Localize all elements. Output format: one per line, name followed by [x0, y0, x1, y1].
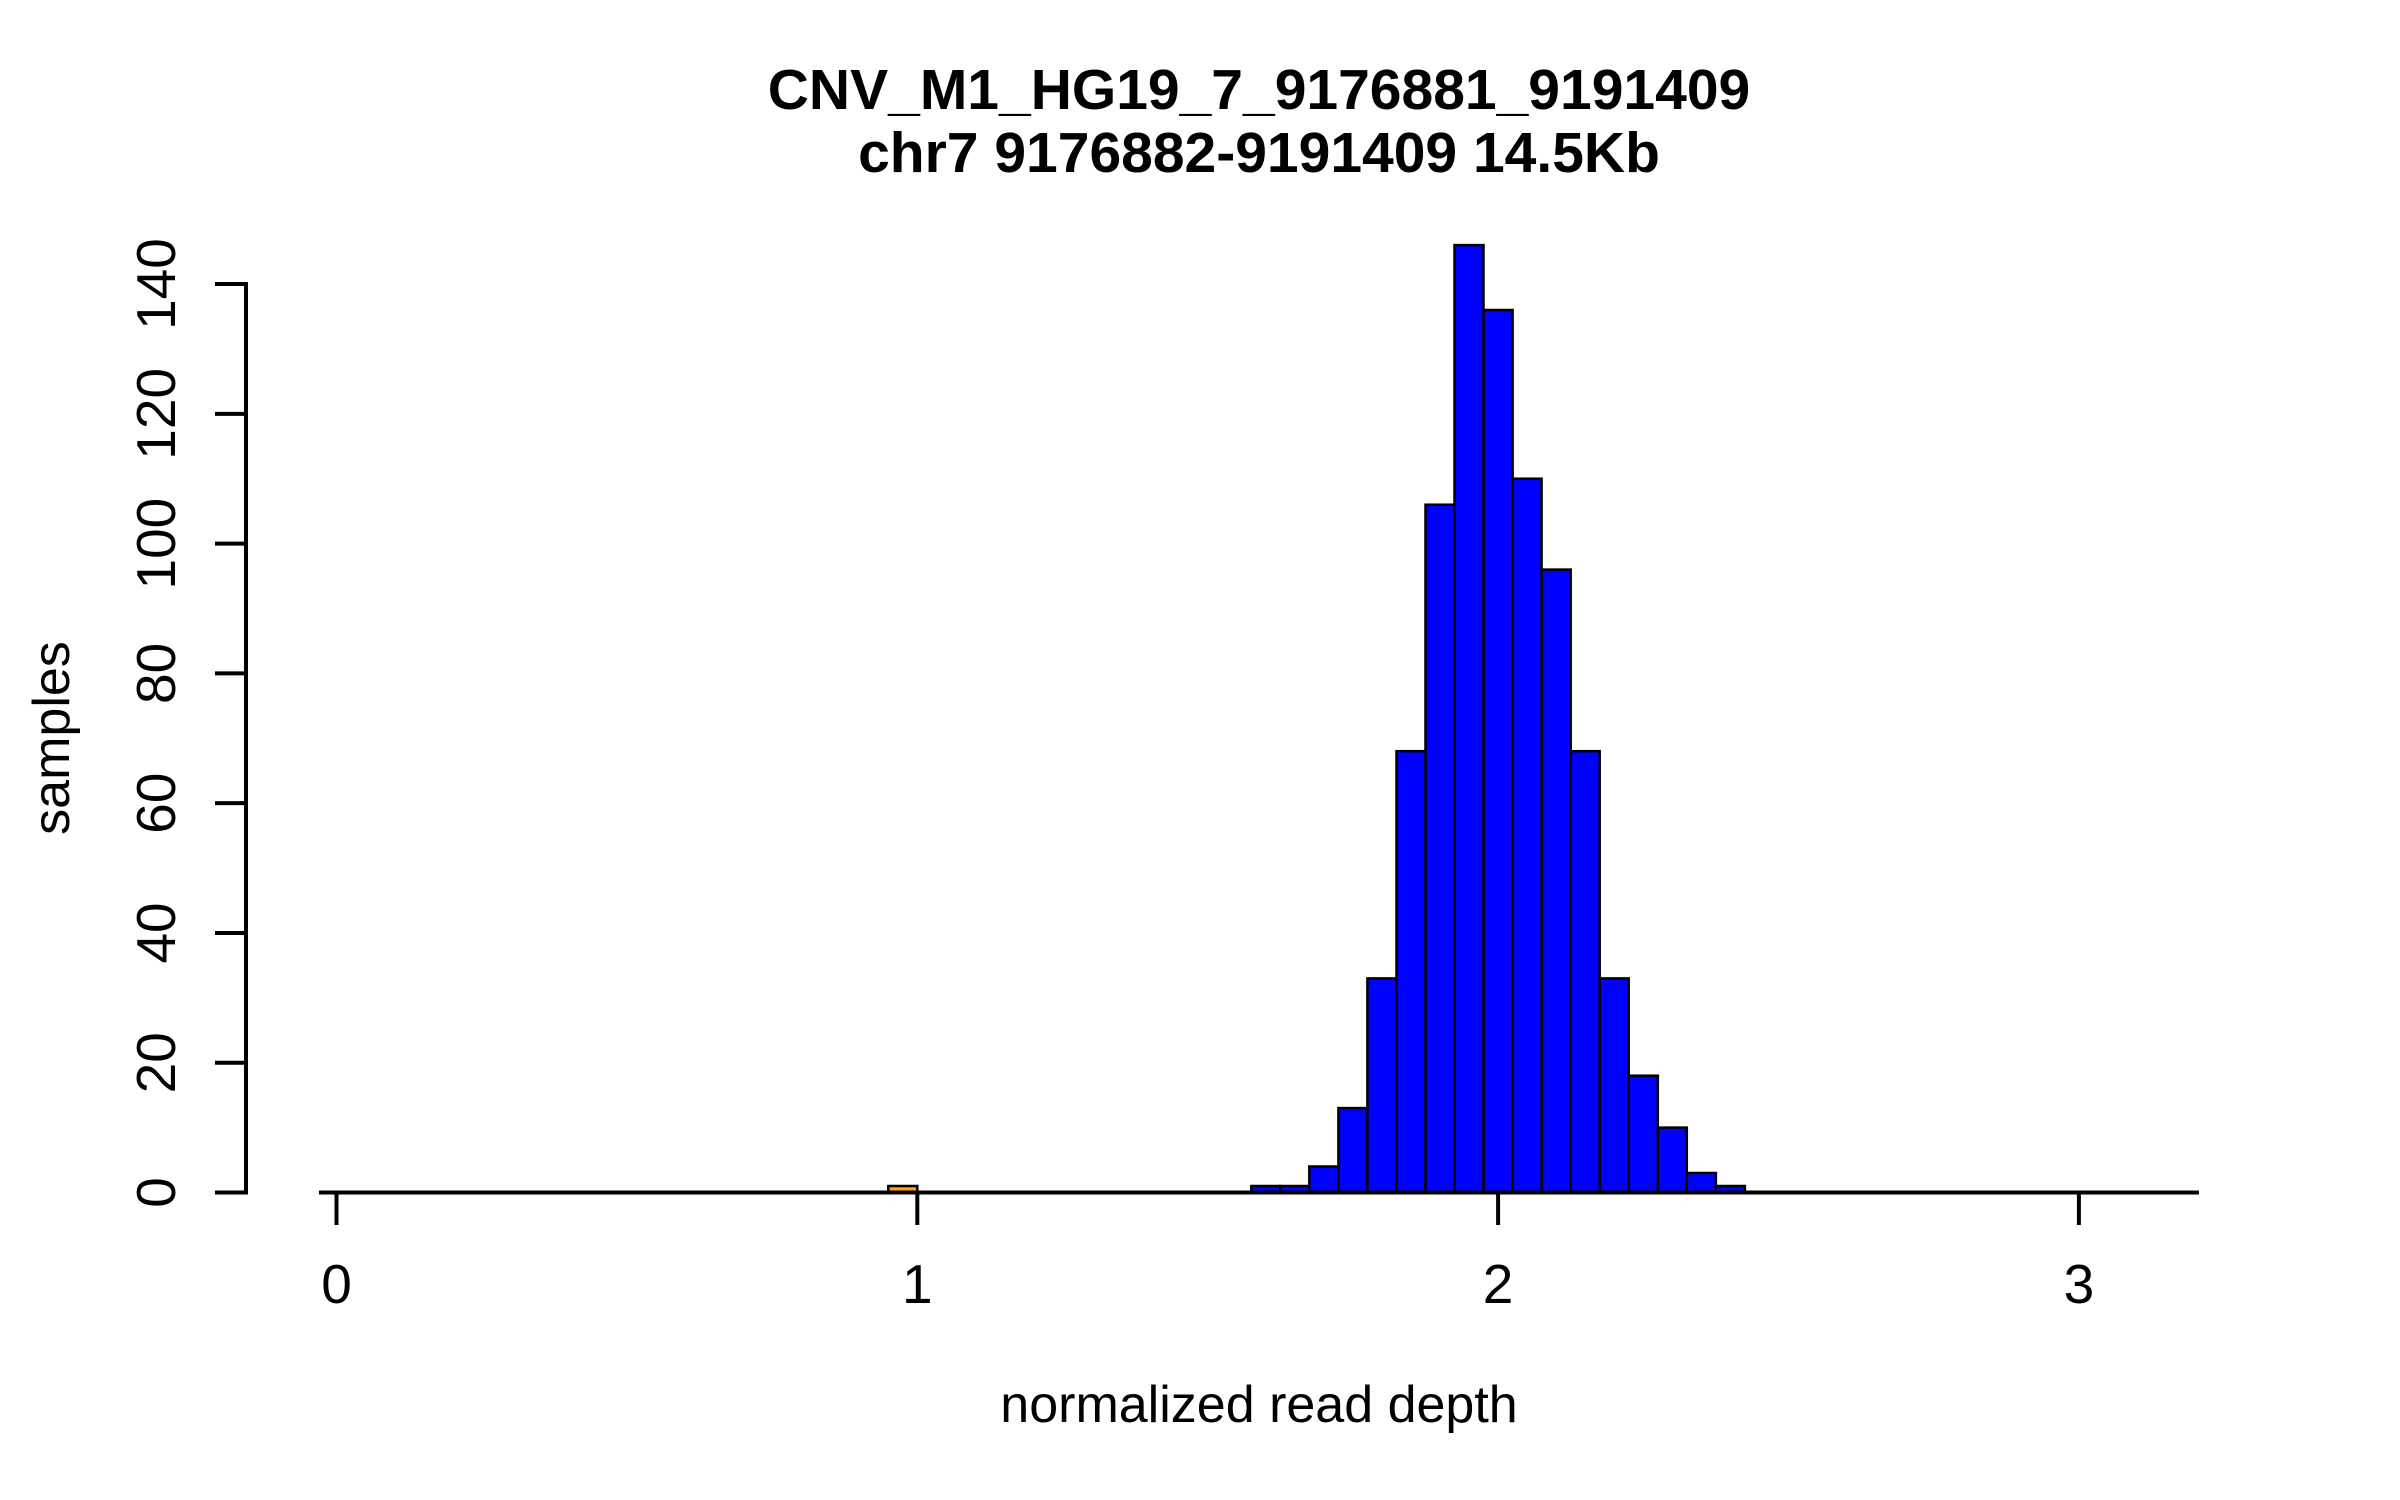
- chart-subtitle: chr7 9176882-9191409 14.5Kb: [858, 121, 1660, 185]
- histogram-bar: [1656, 1126, 1689, 1194]
- histogram-bar: [1482, 308, 1514, 1194]
- histogram-bar: [1308, 1165, 1340, 1194]
- histogram-bar: [1395, 749, 1427, 1194]
- y-tick-label: 0: [125, 1177, 187, 1208]
- x-tick-label: 0: [321, 1253, 352, 1315]
- histogram-bar: [1424, 503, 1456, 1194]
- histogram-bar: [1569, 749, 1601, 1194]
- y-tick-label: 140: [125, 238, 187, 330]
- histogram-bar: [1685, 1171, 1718, 1194]
- histogram-bar: [1627, 1074, 1660, 1194]
- y-axis-label: samples: [23, 641, 81, 835]
- y-tick-label: 40: [125, 902, 187, 963]
- x-tick-label: 1: [902, 1253, 933, 1315]
- x-axis-label: normalized read depth: [1000, 1376, 1518, 1434]
- histogram-bar: [1366, 977, 1398, 1194]
- histogram-bar: [1511, 477, 1543, 1194]
- y-tick-label: 120: [125, 368, 187, 460]
- y-tick-label: 60: [125, 773, 187, 834]
- histogram-bar: [1540, 568, 1572, 1194]
- histogram-bar: [1453, 243, 1485, 1194]
- histogram-bar: [1598, 977, 1630, 1194]
- x-tick-label: 3: [2064, 1253, 2095, 1315]
- x-tick-label: 2: [1483, 1253, 1514, 1315]
- histogram-bar: [1337, 1106, 1369, 1194]
- y-tick-label: 100: [125, 498, 187, 590]
- chart-title: CNV_M1_HG19_7_9176881_9191409: [767, 58, 1751, 122]
- y-tick-label: 80: [125, 643, 187, 704]
- y-tick-label: 20: [125, 1032, 187, 1093]
